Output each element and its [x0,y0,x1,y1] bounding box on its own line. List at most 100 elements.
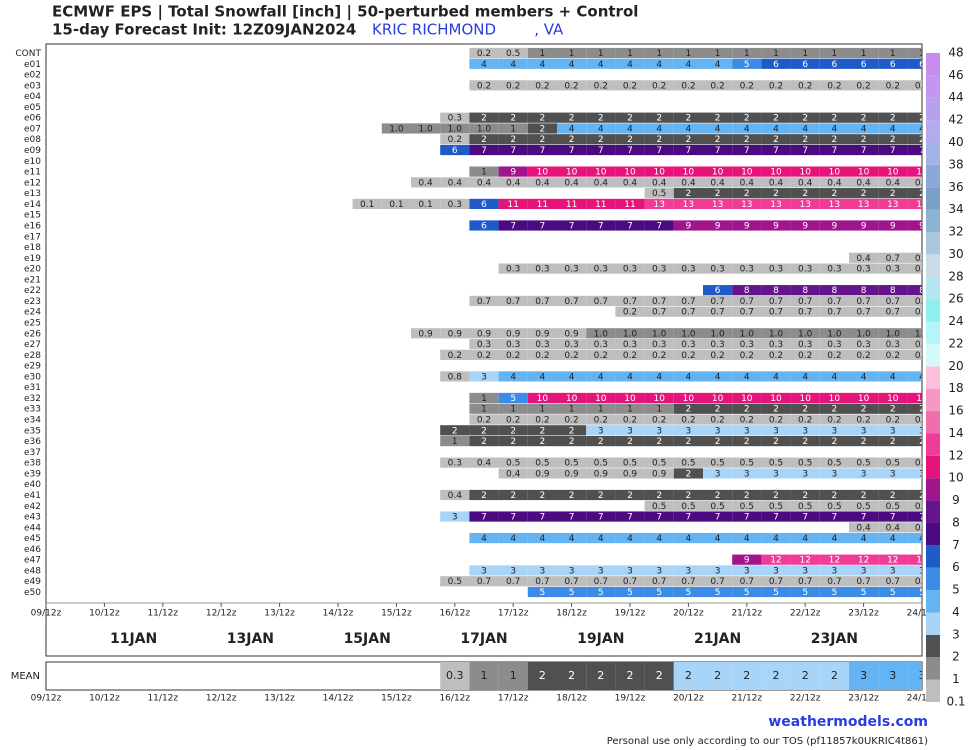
cell [732,285,762,296]
cell [469,123,499,134]
row-label: e20 [24,265,41,275]
cell-label: 2 [832,405,838,415]
cell [673,47,703,59]
cell-label: 13 [887,200,898,210]
cell-label: 0.7 [740,297,754,307]
row-label: e32 [24,394,41,404]
cell [819,500,849,511]
cell-label: 0.7 [681,297,695,307]
cell [440,425,470,436]
cell-label: 0.7 [477,577,491,587]
cell-label: 4 [919,124,925,134]
x-tick-label: 16/12z [439,609,470,619]
cell [644,166,674,177]
cell [819,554,849,565]
cell-label: 0.7 [594,297,608,307]
colorbar-bin [926,164,940,188]
cell [498,47,528,59]
cell [586,565,616,576]
mean-label-value: 2 [743,669,750,682]
cell [673,295,703,307]
cell-label: 0.4 [506,178,521,188]
cell-label: 2 [686,135,692,145]
cell-label: 4 [627,534,633,544]
cell [673,414,703,425]
cell-label: 0.2 [652,81,666,91]
cell-label: 6 [452,146,458,156]
cell-label: 0.7 [798,577,812,587]
cell [790,576,820,587]
cell-label: 10 [712,394,724,404]
cell [469,435,499,447]
cell [644,349,674,360]
cell-label: 1.0 [915,329,930,339]
cell [703,371,733,382]
cell [849,144,879,156]
cell [673,403,703,414]
cell-label: 13 [770,200,781,210]
cell [761,198,791,210]
cell-label: 9 [919,221,925,231]
x-tick-label: 19/12z [615,694,646,704]
cell [469,457,499,468]
cell [849,468,879,479]
cell-label: 7 [569,513,575,523]
cell [440,457,470,468]
cell-label: 0.2 [477,81,491,91]
colorbar-bin [926,679,940,702]
cell [557,457,587,468]
cell-label: 4 [569,534,575,544]
cell [557,220,587,231]
cell-label: 0.4 [856,178,871,188]
cell [586,576,616,587]
cell-label: 0.4 [564,178,579,188]
cell [732,425,762,436]
cell [819,425,849,436]
cell-label: 2 [598,491,604,501]
cell [615,177,645,188]
cell-label: 2 [890,114,896,124]
cell [557,263,587,274]
colorbar-bin [926,567,940,591]
mean-label-value: 2 [597,669,604,682]
colorbar-label: 3 [952,627,960,641]
cell [878,295,908,307]
cell [411,198,441,210]
cell [878,414,908,425]
cell-label: 0.7 [886,297,900,307]
cell [615,511,645,522]
cell-label: 0.3 [769,265,783,275]
cell-label: 4 [802,534,808,544]
cell [819,144,849,156]
cell-label: 0.5 [915,502,929,512]
cell [586,435,616,447]
cell [907,328,922,339]
cell-label: 7 [510,146,516,156]
cell-label: 0.2 [769,351,783,361]
cell-label: 1 [832,49,838,59]
cell [819,586,849,598]
cell [557,349,587,360]
x-tick-label: 24/12z [907,609,938,619]
cell-label: 8 [832,286,838,296]
cell [878,306,908,317]
cell-label: 0.3 [564,340,578,350]
cell-label: 8 [802,286,808,296]
cell [557,511,587,522]
cell-label: 10 [683,394,695,404]
cell [469,489,499,501]
cell [527,489,557,501]
cell [469,565,499,576]
cell [703,285,733,296]
date-label: 15JAN [344,631,391,647]
cell-label: 3 [744,426,750,436]
cell [819,435,849,447]
colorbar-bin [926,97,940,121]
mean-cell [790,662,820,690]
cell-label: 7 [861,146,867,156]
cell [732,349,762,360]
cell [907,220,922,231]
cell [498,565,528,576]
cell-label: 8 [861,286,867,296]
mean-label-value: 2 [773,669,780,682]
